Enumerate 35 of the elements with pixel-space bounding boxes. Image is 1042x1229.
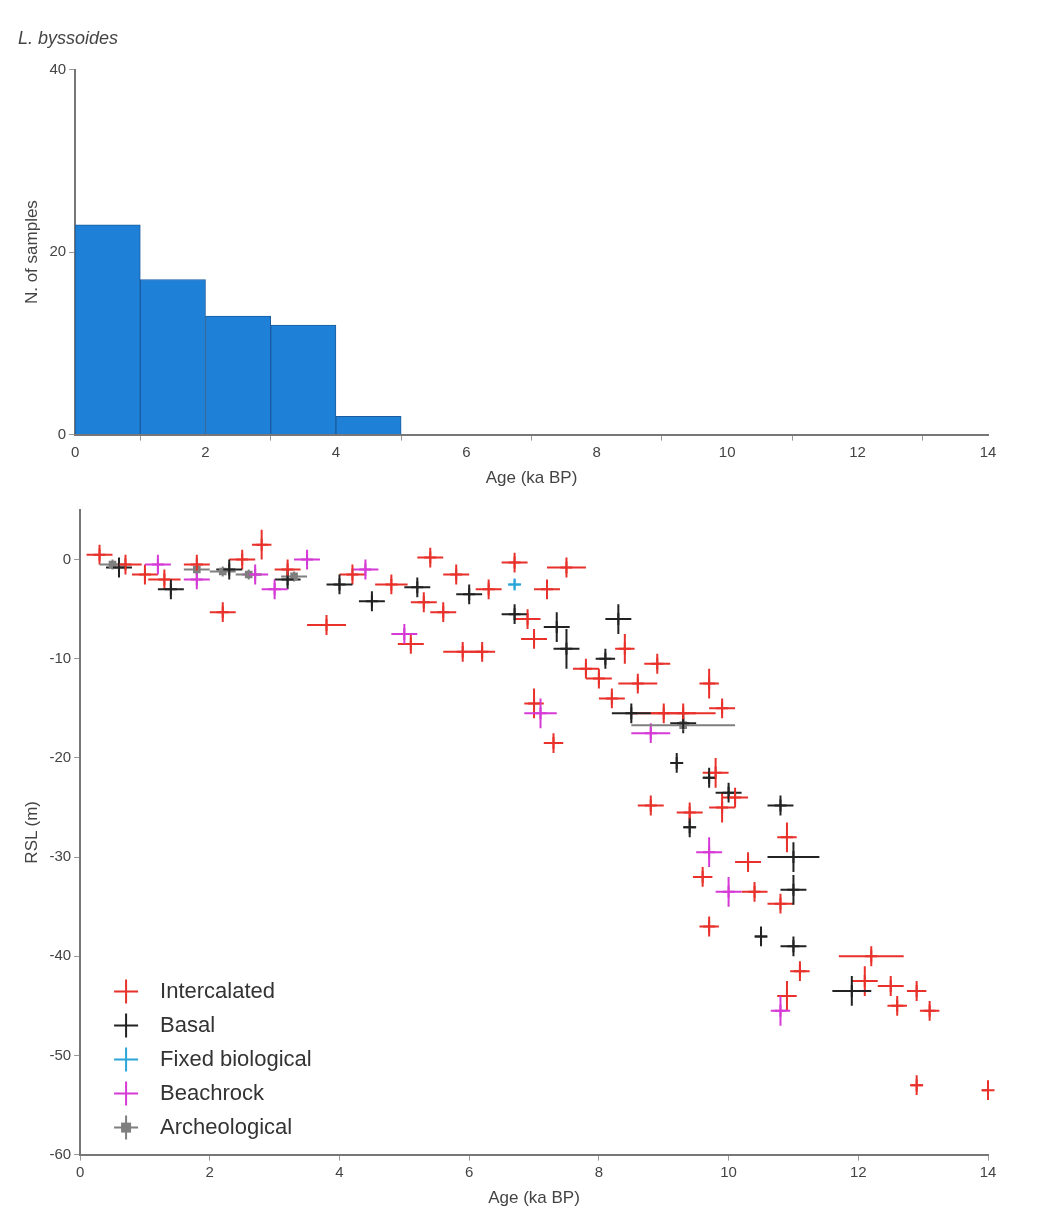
x-tick-label: 14	[979, 442, 997, 460]
x-tick-label: 4	[335, 1162, 344, 1180]
x-axis-title: Age (ka BP)	[485, 468, 578, 488]
y-tick-label: 20	[49, 242, 67, 260]
y-tick-label: -60	[49, 1144, 72, 1162]
x-tick-label: 2	[201, 442, 210, 460]
legend-label: Beachrock	[160, 1079, 266, 1105]
y-axis-title: N. of samples	[21, 200, 41, 305]
y-tick-label: -10	[49, 648, 72, 666]
y-tick-label: -50	[49, 1045, 72, 1063]
x-tick-label: 12	[849, 1162, 867, 1180]
y-axis-title: RSL (m)	[21, 800, 41, 864]
y-tick-label: 0	[57, 424, 67, 442]
x-axis-title: Age (ka BP)	[488, 1188, 580, 1208]
x-tick-label: 10	[718, 442, 736, 460]
legend-label: Archeological	[160, 1113, 293, 1139]
y-tick-label: 40	[49, 59, 67, 77]
legend-label: Basal	[160, 1011, 216, 1037]
x-tick-label: 14	[979, 1162, 997, 1180]
x-tick-label: 6	[465, 1162, 474, 1180]
chart-title: L. byssoides	[18, 27, 119, 48]
x-tick-label: 0	[75, 1162, 85, 1180]
x-tick-label: 8	[594, 1162, 604, 1180]
x-tick-label: 2	[205, 1162, 214, 1180]
y-tick-label: -40	[49, 946, 72, 964]
y-tick-label: -20	[49, 748, 72, 766]
legend-label: Intercalated	[160, 977, 276, 1003]
x-tick-label: 12	[849, 442, 866, 460]
x-tick-label: 4	[331, 442, 341, 460]
y-tick-label: -30	[49, 847, 72, 865]
x-tick-label: 6	[462, 442, 471, 460]
legend-label: Fixed biological	[160, 1045, 312, 1071]
x-tick-label: 10	[720, 1162, 737, 1180]
y-tick-label: 0	[62, 549, 72, 567]
x-tick-label: 8	[592, 442, 601, 460]
